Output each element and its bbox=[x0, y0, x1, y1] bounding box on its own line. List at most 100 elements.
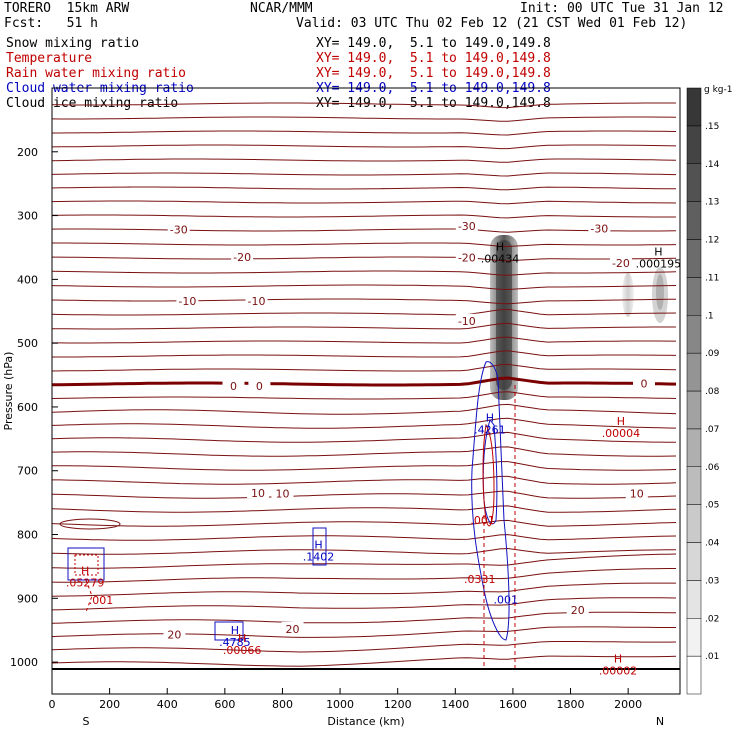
temperature-label-bg bbox=[167, 222, 190, 235]
temperature-label: -10 bbox=[248, 295, 266, 308]
extremum-letter: H bbox=[231, 624, 239, 637]
colorbar-tick-label: .11 bbox=[705, 273, 719, 283]
extremum-letter: H bbox=[617, 415, 625, 428]
isotherm-line bbox=[51, 116, 677, 122]
temperature-label-bg bbox=[163, 627, 186, 640]
colorbar-swatch bbox=[686, 201, 702, 240]
temperature-label-bg bbox=[246, 486, 269, 499]
isotherm-line bbox=[51, 200, 677, 205]
y-axis-label: Pressure (hPa) bbox=[2, 352, 15, 431]
extremum-letter: H bbox=[654, 246, 662, 259]
field-label-rain: Rain water mixing ratio bbox=[6, 66, 187, 81]
isotherm-line bbox=[51, 582, 676, 597]
x-tick-label: 600 bbox=[214, 698, 235, 711]
isotherm-line bbox=[51, 298, 677, 305]
x-axis-end-right: N bbox=[656, 715, 664, 728]
temperature-label: -20 bbox=[233, 251, 251, 264]
isotherm-line bbox=[51, 519, 677, 527]
colorbar-swatch bbox=[686, 618, 702, 657]
extremum-value: .1402 bbox=[303, 550, 335, 563]
temperature-label: -20 bbox=[612, 257, 630, 270]
x-tick-label: 2000 bbox=[614, 698, 642, 711]
isotherm-line bbox=[51, 228, 677, 233]
colorbar-tick-label: .1 bbox=[705, 311, 714, 321]
extremum-value: .00066 bbox=[223, 644, 262, 657]
field-xy-rain: XY= 149.0, 5.1 to 149.0,149.8 bbox=[316, 66, 551, 81]
colorbar-tick-label: .09 bbox=[705, 349, 720, 359]
isotherm-line bbox=[51, 597, 677, 611]
extremum-value: .00002 bbox=[599, 664, 638, 677]
valid-time: Valid: 03 UTC Thu 02 Feb 12 (21 CST Wed … bbox=[296, 16, 688, 31]
temperature-label: -30 bbox=[590, 222, 608, 235]
colorbar-tick-label: .04 bbox=[705, 539, 720, 549]
colorbar-swatch bbox=[686, 428, 702, 467]
isotherm-line bbox=[52, 350, 677, 358]
x-tick-label: 1600 bbox=[499, 698, 527, 711]
temperature-label: -20 bbox=[458, 252, 476, 265]
forecast-hour: Fcst: 51 h bbox=[4, 16, 98, 31]
x-axis-end-left: S bbox=[83, 715, 90, 728]
colorbar-tick-label: .05 bbox=[705, 501, 719, 511]
isotherm-line bbox=[51, 308, 677, 316]
temperature-label-bg bbox=[455, 218, 478, 231]
isotherm-line bbox=[51, 547, 676, 555]
value-labels: .001 .0331 .001 .001 bbox=[89, 514, 518, 607]
extremum-value: .05279 bbox=[66, 576, 105, 589]
isotherm-line bbox=[51, 534, 677, 541]
isotherm-line bbox=[51, 376, 677, 387]
field-xy-snow: XY= 149.0, 5.1 to 149.0,149.8 bbox=[316, 36, 551, 51]
isotherm-line bbox=[52, 242, 677, 248]
temperature-label-bg bbox=[231, 250, 254, 263]
colorbar-swatch bbox=[686, 504, 702, 543]
isotherm-line bbox=[51, 431, 676, 443]
colorbar-tick-label: .15 bbox=[705, 122, 719, 132]
isotherm-line bbox=[51, 214, 676, 219]
contour-value-label: .001 bbox=[493, 594, 518, 607]
init-time: Init: 00 UTC Tue 31 Jan 12 bbox=[520, 1, 724, 16]
temperature-contours bbox=[51, 102, 677, 667]
colorbar-tick-label: .07 bbox=[705, 425, 719, 435]
temperature-label-bg bbox=[566, 602, 589, 615]
cloud-water-contours bbox=[67, 361, 510, 641]
x-tick-label: 400 bbox=[157, 698, 178, 711]
x-axis: 0 200 400 600 800 1000 1200 1400 1600 1800 2000 bbox=[49, 688, 642, 711]
plot-frame bbox=[51, 87, 681, 695]
temperature-label-bg bbox=[609, 255, 632, 268]
extremum-letter: H bbox=[314, 538, 322, 551]
extremum-value: .00434 bbox=[481, 252, 520, 265]
temperature-label-bg bbox=[245, 294, 268, 307]
temperature-label-bg bbox=[588, 221, 611, 234]
temperature-label: 20 bbox=[167, 629, 181, 642]
temperature-label-bg bbox=[222, 378, 245, 391]
isotherm-line bbox=[51, 490, 677, 499]
isotherm-line bbox=[52, 475, 677, 485]
colorbar-swatch bbox=[686, 390, 702, 430]
isotherm-line bbox=[51, 186, 676, 191]
colorbar-swatch bbox=[686, 542, 702, 581]
field-label-temperature: Temperature bbox=[6, 51, 93, 66]
isotherm-line bbox=[51, 284, 677, 291]
isotherm-line bbox=[51, 446, 677, 457]
y-tick-label: 500 bbox=[17, 337, 38, 350]
colorbar-swatch bbox=[686, 580, 702, 619]
isotherm-line bbox=[51, 158, 677, 163]
temperature-label: 10 bbox=[630, 488, 644, 501]
extremum-value: .000195 bbox=[636, 258, 682, 271]
contour-value-label: .001 bbox=[89, 594, 114, 607]
isotherm-line bbox=[51, 568, 676, 583]
isotherm-line bbox=[51, 417, 677, 429]
x-tick-label: 800 bbox=[272, 698, 293, 711]
temperature-labels: -30 -30 -30 -20 -20 -20 -10 -10 -10 0 0 0 10 10 10 20 20… bbox=[163, 218, 655, 642]
isotherm-line bbox=[52, 102, 676, 109]
colorbar-swatch bbox=[686, 163, 702, 202]
colorbar-tick-label: .14 bbox=[705, 160, 720, 170]
isotherm-line bbox=[51, 270, 677, 276]
isotherm-line bbox=[52, 130, 677, 136]
y-tick-label: 900 bbox=[17, 592, 38, 605]
extremum-letter: H bbox=[486, 411, 494, 424]
model-name: TORERO 15km ARW bbox=[4, 1, 130, 16]
field-label-cloud-ice: Cloud ice mixing ratio bbox=[6, 96, 179, 111]
extremum-value: .4785 bbox=[219, 636, 251, 649]
x-axis-label: Distance (km) bbox=[327, 715, 404, 728]
center-name: NCAR/MMM bbox=[250, 1, 313, 16]
